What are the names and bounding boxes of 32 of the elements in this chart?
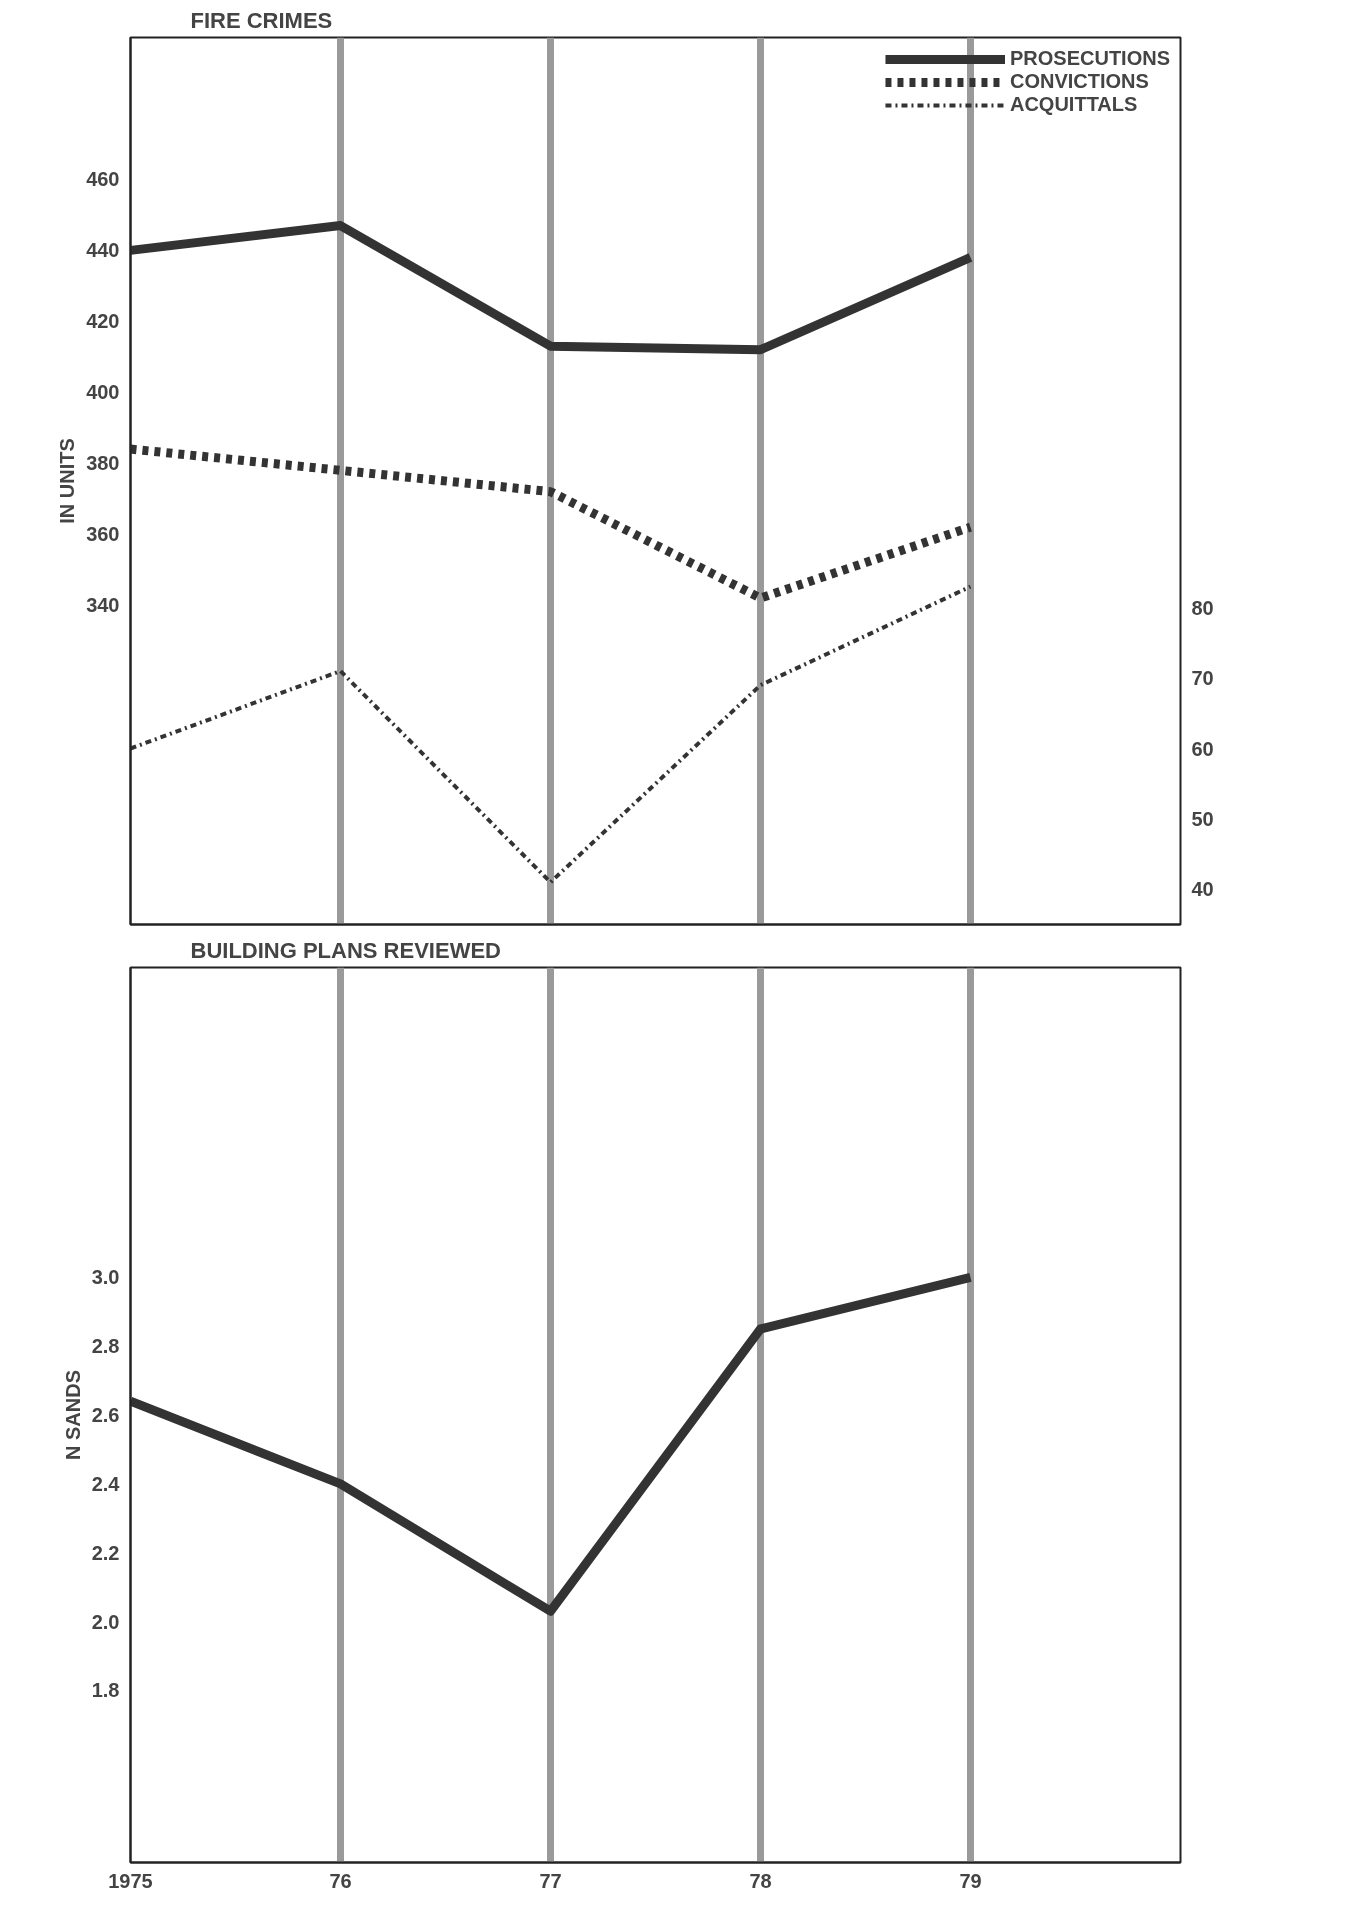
y-axis-title: N SANDS bbox=[61, 1369, 84, 1460]
y-tick-label: 2.6 bbox=[91, 1404, 120, 1426]
y-tick-label: 380 bbox=[86, 452, 120, 475]
chart-title: FIRE CRIMES bbox=[190, 7, 333, 33]
y-axis-title: IN UNITS bbox=[56, 438, 79, 524]
y2-tick-label: 70 bbox=[1191, 667, 1214, 690]
x-tick-label: 77 bbox=[539, 1869, 562, 1892]
y-tick-label: 400 bbox=[86, 381, 120, 404]
y-tick-label: 3.0 bbox=[91, 1266, 120, 1289]
text: CONVICTIONS bbox=[1009, 70, 1149, 93]
line-series bbox=[130, 584, 973, 885]
y2-tick-label: 40 bbox=[1191, 878, 1214, 901]
y-tick-label: 340 bbox=[86, 594, 120, 617]
y2-tick-label: 60 bbox=[1191, 737, 1214, 760]
y2-tick-label: 50 bbox=[1191, 807, 1214, 830]
x-tick-label: 78 bbox=[749, 1869, 772, 1892]
x-tick-label: 1975 bbox=[108, 1869, 153, 1892]
y-tick-label: 360 bbox=[86, 523, 120, 546]
text: PROSECUTIONS bbox=[1009, 47, 1170, 70]
y2-tick-label: 80 bbox=[1191, 596, 1214, 619]
y-tick-label: 440 bbox=[86, 239, 120, 262]
chart-title: BUILDING PLANS REVIEWED bbox=[190, 937, 501, 963]
x-tick-label: 79 bbox=[959, 1869, 982, 1892]
y-tick-label: 2.2 bbox=[91, 1541, 120, 1564]
x-tick-label: 76 bbox=[329, 1869, 352, 1892]
y-tick-label: 420 bbox=[86, 310, 120, 333]
y-tick-label: 2.0 bbox=[91, 1610, 120, 1633]
y-tick-label: 2.8 bbox=[91, 1335, 120, 1358]
text: ACQUITTALS bbox=[1009, 93, 1138, 116]
y-tick-label: 460 bbox=[86, 168, 120, 191]
y-tick-label: 1.8 bbox=[91, 1679, 120, 1702]
y-tick-label: 2.4 bbox=[91, 1472, 121, 1495]
